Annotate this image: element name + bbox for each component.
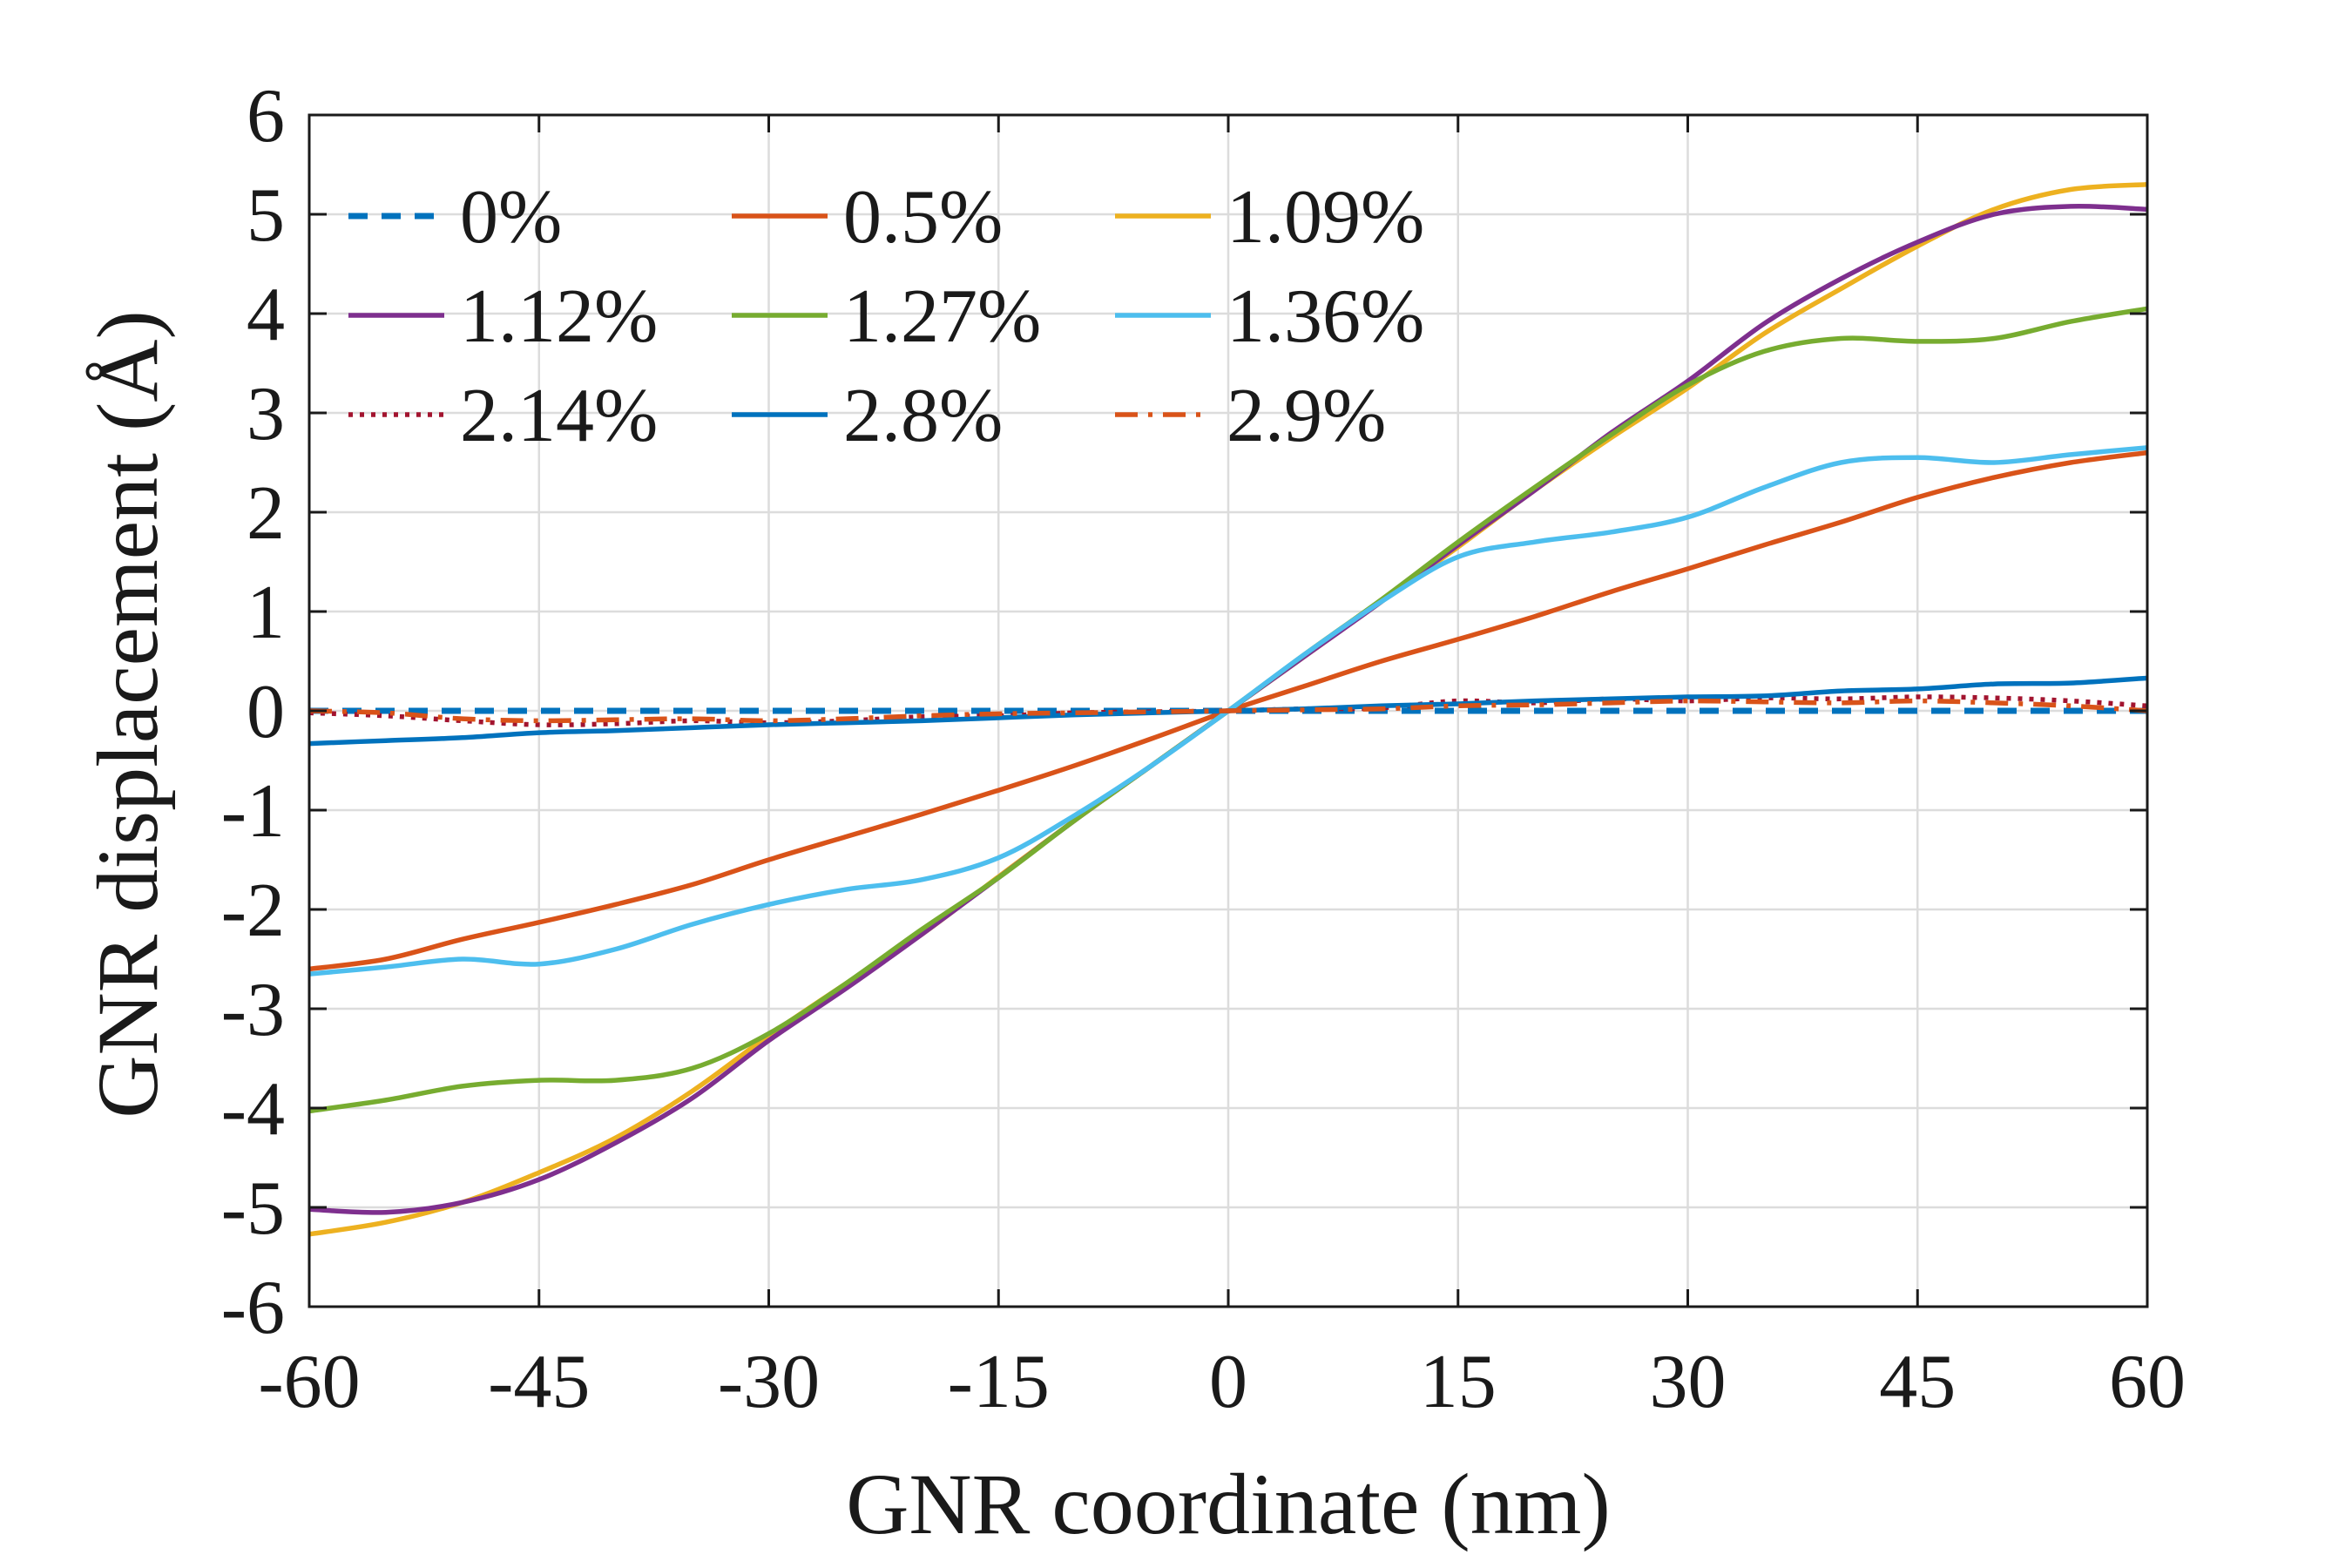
y-tick-label: 4 (247, 273, 285, 357)
series-lines (308, 182, 2148, 1237)
y-tick-label: -3 (221, 968, 285, 1052)
x-tick-label: 0 (1209, 1340, 1247, 1424)
y-tick-label: 5 (247, 173, 285, 258)
y-tick-label: 6 (247, 74, 285, 159)
x-tick-label: -60 (258, 1340, 360, 1424)
x-tick-label: 45 (1879, 1340, 1956, 1424)
y-axis-label: GNR displacement (Å) (79, 310, 176, 1119)
legend-label: 1.36% (1227, 274, 1424, 359)
y-tick-label: -4 (221, 1067, 285, 1152)
x-tick-label: 30 (1650, 1340, 1727, 1424)
x-tick-label: 15 (1420, 1340, 1497, 1424)
y-tick-label: -2 (221, 868, 285, 953)
legend-label: 2.14% (460, 374, 658, 458)
x-tick-label: -30 (718, 1340, 820, 1424)
x-tick-label: -45 (488, 1340, 590, 1424)
legend-label: 1.09% (1227, 175, 1424, 260)
y-tick-label: 1 (247, 571, 285, 655)
x-axis-label: GNR coordinate (nm) (846, 1456, 1611, 1552)
legend-label: 0% (460, 175, 562, 260)
y-tick-label: 3 (247, 372, 285, 456)
legend-label: 1.12% (460, 274, 658, 359)
y-tick-label: 2 (247, 471, 285, 556)
x-tick-label: 60 (2109, 1340, 2186, 1424)
y-tick-label: 0 (247, 670, 285, 754)
legend-label: 0.5% (843, 175, 1003, 260)
legend-label: 1.27% (843, 274, 1041, 359)
legend-label: 2.8% (843, 374, 1003, 458)
x-tick-label: -15 (948, 1340, 1050, 1424)
y-tick-label: -1 (221, 769, 285, 854)
y-tick-label: -5 (221, 1166, 285, 1251)
y-tick-label: -6 (221, 1266, 285, 1350)
legend: 0% 0.5% 1.09% 1.12% 1.27% 1.36% 2.14% 2.8% 2.9% (348, 175, 1424, 458)
series-line-2-9pct (308, 698, 2148, 724)
legend-label: 2.9% (1227, 374, 1386, 458)
axis-ticks (308, 113, 2149, 1308)
